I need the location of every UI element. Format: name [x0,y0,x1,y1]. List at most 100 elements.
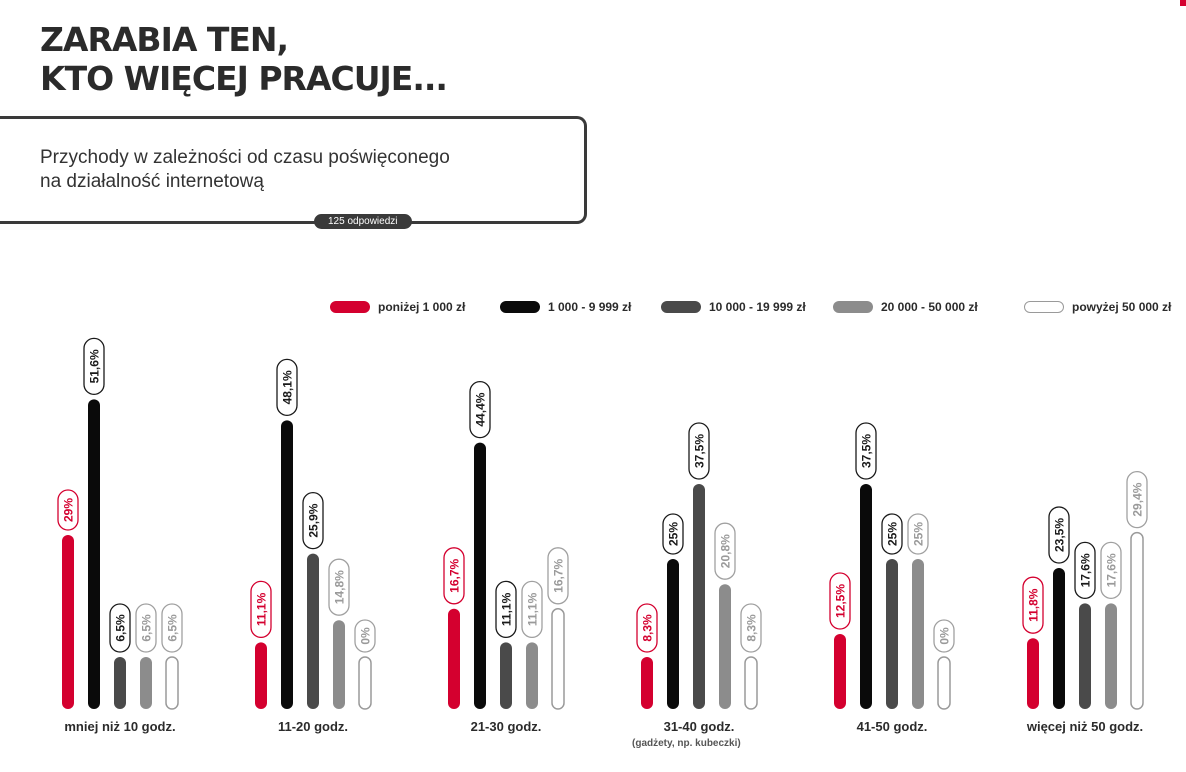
subtitle-line-1: Przychody w zależności od czasu poświęco… [40,147,450,168]
data-label-pill [109,603,131,653]
data-label-text: 6,5% [166,614,180,642]
data-label: 37,5% [855,422,877,480]
data-label: 25,9% [302,491,324,550]
legend-swatch [833,301,873,313]
chart-legend: poniżej 1 000 zł 1 000 - 9 999 zł 10 000 -… [0,296,1186,318]
category-label: 41-50 godz. [857,719,928,734]
data-label: 0% [933,619,955,653]
data-label-pill [161,603,183,653]
page-title: ZARABIA TEN, KTO WIĘCEJ PRACUJE... [40,20,448,98]
data-label-pill [135,603,157,653]
data-label-pill [1022,576,1044,634]
data-label-text: 11,8% [1027,588,1041,622]
bar [834,634,846,709]
data-label-text: 48,1% [281,370,295,404]
data-label-text: 16,7% [448,558,462,592]
data-label-text: 16,7% [552,558,566,592]
data-label-text: 8,3% [641,614,655,642]
data-label-pill [740,603,762,653]
data-label-pill [662,513,684,555]
bar [667,559,679,709]
bar [526,642,538,709]
data-label-text: 25% [912,522,926,546]
subtitle-frame [0,116,587,224]
legend-swatch [330,301,370,313]
data-label: 51,6% [83,337,105,396]
legend-item: powyżej 50 000 zł [1024,296,1171,318]
corner-accent-mark [1180,0,1186,6]
data-label-text: 6,5% [140,614,154,642]
data-label: 25% [881,513,903,555]
bar [62,535,74,709]
bar [744,656,758,710]
data-label: 8,3% [636,603,658,653]
data-label-pill [1048,506,1070,564]
bar [88,399,100,709]
data-label-text: 8,3% [745,614,759,642]
bar [358,656,372,710]
data-label-text: 25% [886,522,900,546]
data-label-pill [250,580,272,639]
bar [551,608,565,710]
category-label: 21-30 godz. [471,719,542,734]
bar [474,442,486,709]
data-label-text: 12,5% [834,584,848,618]
bar [937,656,951,710]
data-label-pill [829,572,851,630]
data-label-pill [302,491,324,550]
data-label-pill [495,580,517,639]
data-label: 17,6% [1100,541,1122,600]
data-label: 11,8% [1022,576,1044,634]
data-label: 14,8% [328,558,350,616]
data-label-pill [714,522,736,580]
bar [500,642,512,709]
data-label-text: 0% [359,627,373,645]
title-line-2: KTO WIĘCEJ PRACUJE... [40,59,448,98]
data-label-text: 11,1% [500,592,514,626]
data-label-pill [328,558,350,616]
data-label-text: 17,6% [1079,553,1093,587]
bar [693,484,705,709]
bar [140,657,152,709]
legend-swatch [661,301,701,313]
bar [114,657,126,709]
bar [641,657,653,709]
legend-item: 10 000 - 19 999 zł [661,296,806,318]
data-label: 16,7% [443,547,465,605]
legend-label: 10 000 - 19 999 zł [709,300,806,314]
bar [448,608,460,709]
legend-swatch [1024,301,1064,313]
data-label: 44,4% [469,380,491,439]
data-label: 29,4% [1126,470,1148,529]
data-label-text: 14,8% [333,570,347,604]
bar [1053,568,1065,709]
data-label-pill [907,513,929,555]
data-label-pill [1126,470,1148,529]
data-label: 25% [907,513,929,555]
responses-badge: 125 odpowiedzi [314,214,412,229]
bar [719,584,731,709]
data-label: 8,3% [740,603,762,653]
data-label-text: 37,5% [693,434,707,468]
data-label-text: 6,5% [114,614,128,642]
title-line-1: ZARABIA TEN, [40,20,289,59]
bar [1079,603,1091,709]
category-label: mniej niż 10 godz. [64,719,175,734]
bar [1105,603,1117,709]
legend-item: 1 000 - 9 999 zł [500,296,631,318]
data-label-text: 17,6% [1105,553,1119,587]
footnote: (gadżety, np. kubeczki) [632,738,741,749]
data-label: 6,5% [161,603,183,653]
bar [255,642,267,709]
data-label-pill [443,547,465,605]
data-label-pill [469,380,491,439]
legend-label: poniżej 1 000 zł [378,300,466,314]
legend-label: 20 000 - 50 000 zł [881,300,978,314]
data-label-pill [688,422,710,480]
bar [860,484,872,709]
bar [333,620,345,709]
data-label-pill [354,619,376,653]
data-label-pill [933,619,955,653]
bar [307,553,319,709]
